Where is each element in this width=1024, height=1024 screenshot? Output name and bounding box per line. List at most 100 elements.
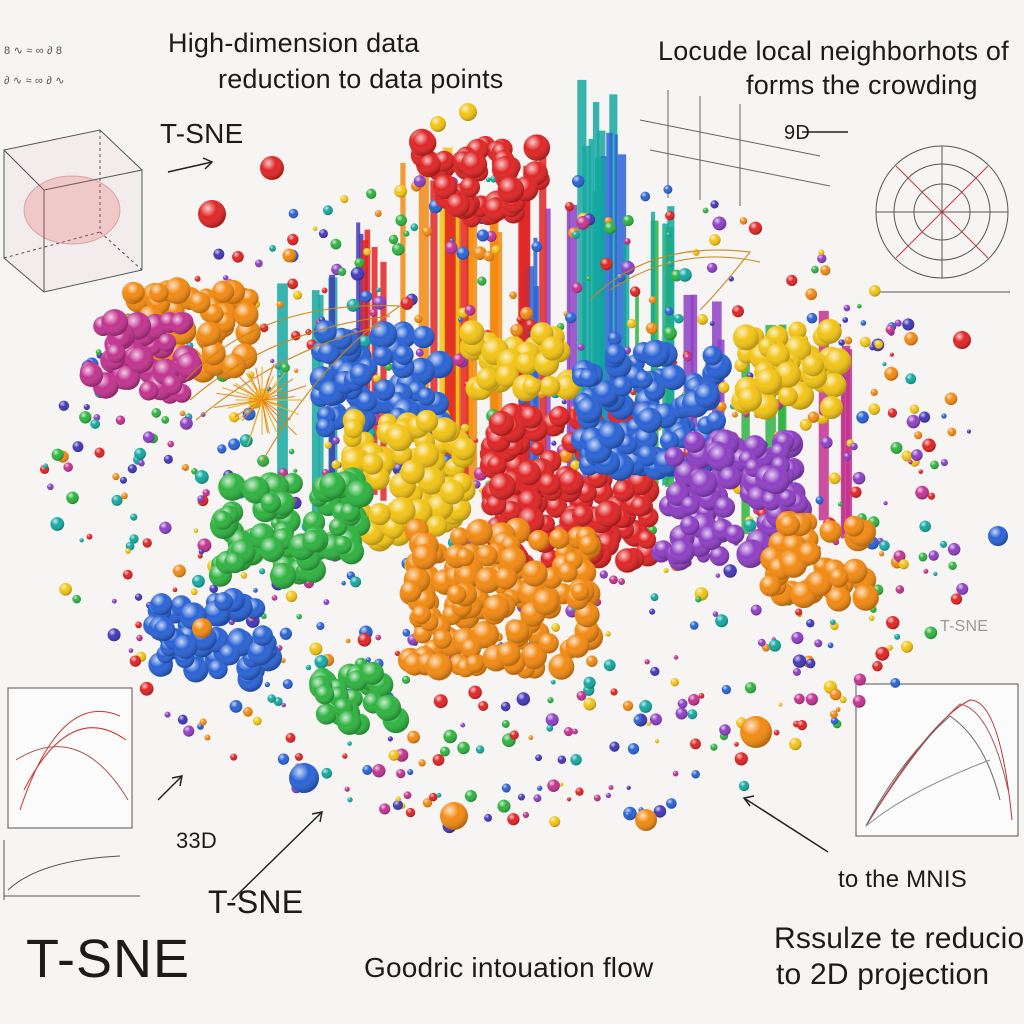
data-point-sphere bbox=[887, 408, 898, 418]
data-point-sphere bbox=[675, 707, 688, 720]
data-point-sphere bbox=[923, 568, 929, 574]
data-point-sphere bbox=[911, 449, 923, 461]
data-point-sphere bbox=[637, 530, 657, 549]
data-point-sphere bbox=[107, 628, 121, 642]
scribble-note-2: ∂ ∿ ≈ ∞ ∂ ∿ bbox=[4, 75, 65, 87]
data-point-sphere bbox=[94, 447, 105, 458]
data-point-sphere bbox=[551, 440, 557, 446]
data-point-sphere bbox=[950, 593, 963, 605]
result-caption-line1: Rssulze te reducio bbox=[774, 922, 1024, 955]
data-point-sphere bbox=[485, 177, 491, 183]
data-point-sphere bbox=[221, 353, 247, 379]
spike bbox=[430, 180, 438, 469]
data-point-sphere bbox=[521, 560, 548, 587]
data-point-sphere bbox=[626, 318, 637, 329]
data-point-sphere bbox=[791, 631, 804, 644]
data-point-sphere bbox=[885, 324, 895, 335]
data-point-sphere bbox=[488, 472, 516, 500]
data-point-sphere bbox=[874, 339, 884, 349]
data-point-sphere bbox=[375, 634, 382, 641]
data-point-sphere bbox=[583, 697, 597, 711]
data-point-sphere bbox=[505, 619, 530, 644]
data-point-sphere bbox=[723, 564, 737, 578]
data-point-sphere bbox=[315, 417, 336, 438]
data-point-sphere bbox=[900, 640, 914, 653]
data-point-sphere bbox=[869, 344, 876, 351]
data-point-sphere bbox=[332, 436, 340, 445]
data-point-sphere bbox=[430, 116, 446, 132]
data-point-sphere bbox=[368, 503, 391, 526]
data-point-sphere bbox=[868, 615, 875, 621]
data-point-sphere bbox=[358, 335, 372, 348]
data-point-sphere bbox=[852, 471, 866, 485]
data-point-sphere bbox=[627, 743, 640, 755]
data-point-sphere bbox=[296, 613, 302, 620]
data-point-sphere bbox=[282, 248, 297, 263]
data-point-sphere bbox=[59, 582, 72, 596]
data-point-sphere bbox=[551, 623, 561, 632]
starburst-icon bbox=[213, 363, 307, 446]
data-point-sphere bbox=[193, 528, 199, 533]
data-point-sphere bbox=[850, 486, 862, 498]
data-point-sphere bbox=[884, 366, 899, 381]
data-point-sphere bbox=[230, 753, 238, 761]
data-point-sphere bbox=[177, 714, 188, 725]
data-point-sphere bbox=[535, 754, 543, 762]
flow-caption: Goodric intouation flow bbox=[364, 952, 654, 983]
data-point-sphere bbox=[119, 476, 127, 484]
data-point-sphere bbox=[292, 290, 303, 300]
data-point-sphere bbox=[318, 229, 328, 239]
data-point-sphere bbox=[571, 230, 580, 239]
data-point-sphere bbox=[252, 625, 273, 646]
data-point-sphere bbox=[149, 283, 169, 303]
data-point-sphere bbox=[698, 692, 705, 699]
data-point-sphere bbox=[663, 326, 677, 340]
data-point-sphere bbox=[500, 701, 511, 712]
data-point-sphere bbox=[142, 431, 155, 443]
data-point-sphere bbox=[636, 407, 663, 433]
data-point-sphere bbox=[106, 343, 126, 363]
data-point-sphere bbox=[838, 339, 845, 346]
data-point-sphere bbox=[376, 287, 381, 293]
data-point-sphere bbox=[370, 321, 398, 349]
data-point-sphere bbox=[697, 313, 708, 325]
data-point-sphere bbox=[516, 316, 524, 324]
data-point-sphere bbox=[811, 265, 819, 274]
data-point-sphere bbox=[609, 741, 620, 752]
spike bbox=[712, 301, 722, 517]
data-point-sphere bbox=[191, 468, 198, 475]
data-point-sphere bbox=[795, 608, 803, 616]
data-point-sphere bbox=[476, 544, 498, 567]
data-point-sphere bbox=[778, 513, 801, 536]
data-point-sphere bbox=[457, 741, 470, 755]
data-point-sphere bbox=[432, 174, 458, 200]
data-point-sphere bbox=[473, 246, 487, 260]
flow-lines-icon bbox=[185, 249, 761, 463]
data-point-sphere bbox=[548, 653, 575, 680]
data-point-sphere bbox=[856, 410, 869, 424]
data-point-sphere bbox=[718, 382, 730, 394]
data-point-sphere bbox=[407, 769, 414, 776]
data-point-sphere bbox=[459, 176, 481, 198]
data-point-sphere bbox=[314, 654, 329, 669]
data-point-sphere bbox=[316, 622, 325, 631]
data-point-sphere bbox=[418, 759, 426, 767]
data-point-sphere bbox=[830, 619, 836, 625]
data-point-sphere bbox=[924, 626, 938, 640]
data-point-sphere bbox=[161, 374, 183, 395]
data-point-sphere bbox=[163, 277, 191, 305]
data-point-sphere bbox=[330, 238, 342, 250]
data-point-sphere bbox=[789, 737, 802, 751]
data-point-sphere bbox=[412, 130, 437, 156]
data-point-sphere bbox=[538, 633, 559, 654]
data-point-sphere bbox=[615, 548, 640, 573]
data-point-sphere bbox=[172, 564, 186, 578]
data-point-sphere bbox=[894, 633, 901, 640]
data-point-sphere bbox=[128, 648, 134, 653]
data-point-sphere bbox=[605, 792, 612, 799]
data-point-sphere bbox=[111, 598, 117, 604]
data-point-sphere bbox=[471, 620, 500, 649]
data-point-sphere bbox=[572, 504, 594, 526]
data-point-sphere bbox=[285, 732, 296, 743]
data-point-sphere bbox=[314, 684, 335, 705]
